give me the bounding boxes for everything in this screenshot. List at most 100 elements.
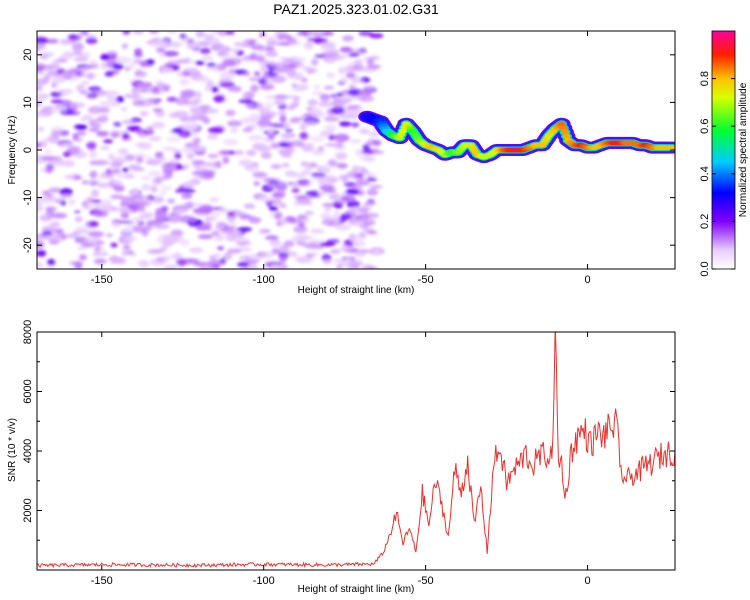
noise-speckle bbox=[162, 254, 173, 262]
noise-speckle bbox=[174, 152, 182, 160]
noise-speckle bbox=[317, 191, 327, 196]
noise-speckle bbox=[76, 102, 85, 108]
noise-speckle bbox=[64, 69, 75, 76]
noise-speckle bbox=[44, 39, 59, 44]
noise-speckle bbox=[320, 212, 331, 219]
noise-speckle bbox=[189, 247, 204, 253]
colorbar-gradient bbox=[711, 30, 736, 270]
noise-speckle bbox=[311, 58, 319, 66]
colorbar-tick-label: 0.6 bbox=[699, 119, 711, 134]
noise-speckle bbox=[57, 89, 74, 94]
noise-speckle bbox=[348, 195, 355, 202]
noise-speckle bbox=[200, 76, 210, 83]
noise-speckle bbox=[173, 208, 188, 213]
noise-speckle bbox=[148, 98, 156, 103]
noise-speckle bbox=[111, 156, 127, 161]
noise-speckle bbox=[355, 166, 367, 171]
noise-speckle bbox=[286, 68, 297, 77]
noise-speckle bbox=[74, 210, 81, 214]
noise-speckle bbox=[85, 92, 98, 99]
noise-speckle bbox=[82, 114, 94, 121]
noise-speckle bbox=[209, 216, 218, 221]
noise-speckle bbox=[339, 46, 353, 53]
noise-speckle bbox=[342, 89, 349, 96]
x-tick-label: -100 bbox=[253, 575, 275, 587]
ridge-blob bbox=[668, 145, 675, 150]
noise-speckle bbox=[289, 119, 301, 123]
noise-speckle bbox=[159, 185, 173, 191]
noise-speckle bbox=[359, 154, 375, 162]
noise-speckle bbox=[200, 105, 211, 110]
noise-speckle bbox=[242, 127, 253, 133]
noise-speckle bbox=[335, 199, 348, 204]
ridge-blob bbox=[557, 121, 566, 127]
noise-speckle bbox=[109, 256, 124, 264]
noise-speckle bbox=[300, 65, 312, 72]
noise-speckle bbox=[319, 242, 336, 247]
noise-speckle bbox=[252, 143, 267, 151]
noise-speckle bbox=[260, 251, 274, 259]
colorbar: 0.0 0.2 0.4 0.6 0.8 Normalized spectral ampl… bbox=[699, 30, 749, 277]
noise-speckle bbox=[341, 174, 349, 183]
noise-speckle bbox=[182, 163, 191, 169]
noise-speckle bbox=[362, 172, 378, 178]
noise-speckle bbox=[121, 227, 132, 234]
noise-speckle bbox=[283, 240, 295, 248]
noise-speckle bbox=[199, 264, 215, 269]
noise-speckle bbox=[324, 207, 332, 212]
noise-speckle bbox=[166, 137, 182, 142]
noise-speckle bbox=[87, 72, 94, 80]
noise-speckle bbox=[113, 121, 122, 127]
noise-speckle bbox=[59, 92, 69, 97]
noise-speckle bbox=[146, 126, 154, 134]
noise-speckle bbox=[220, 53, 232, 58]
noise-speckle bbox=[148, 171, 162, 176]
noise-speckle bbox=[227, 220, 237, 227]
noise-speckle bbox=[110, 168, 122, 174]
noise-speckle bbox=[330, 93, 337, 98]
noise-speckle bbox=[81, 201, 89, 206]
noise-speckle bbox=[207, 153, 218, 159]
noise-speckle bbox=[322, 203, 337, 207]
noise-speckle bbox=[109, 180, 123, 186]
noise-speckle bbox=[362, 56, 370, 61]
noise-speckle bbox=[155, 47, 166, 53]
noise-speckle bbox=[339, 213, 352, 221]
noise-speckle bbox=[37, 111, 43, 118]
noise-speckle bbox=[364, 201, 377, 206]
noise-speckle bbox=[115, 56, 131, 64]
noise-speckle bbox=[88, 179, 100, 186]
noise-speckle bbox=[273, 100, 286, 106]
noise-speckle bbox=[348, 52, 360, 57]
ridge-blob bbox=[399, 128, 407, 134]
noise-speckle bbox=[154, 212, 168, 220]
noise-speckle bbox=[210, 212, 221, 217]
noise-speckle bbox=[323, 116, 340, 122]
noise-speckle bbox=[192, 137, 201, 145]
noise-speckle bbox=[340, 244, 353, 253]
noise-speckle bbox=[66, 110, 81, 116]
noise-speckle bbox=[318, 100, 332, 108]
snr-x-axis-label: Height of straight line (km) bbox=[298, 584, 415, 595]
noise-speckle bbox=[362, 144, 370, 150]
noise-speckle bbox=[321, 253, 332, 262]
noise-speckle bbox=[148, 31, 160, 34]
noise-speckle bbox=[355, 179, 371, 186]
noise-speckle bbox=[257, 119, 272, 128]
noise-speckle bbox=[313, 84, 321, 90]
noise-speckle bbox=[233, 237, 250, 244]
colorbar-ticks: 0.0 0.2 0.4 0.6 0.8 bbox=[699, 71, 735, 277]
noise-speckle bbox=[266, 78, 273, 85]
noise-speckle bbox=[259, 229, 271, 234]
noise-speckle bbox=[266, 41, 279, 46]
noise-speckle bbox=[245, 259, 259, 264]
noise-speckle bbox=[223, 252, 233, 260]
noise-speckle bbox=[223, 138, 239, 146]
noise-speckle bbox=[266, 202, 273, 207]
noise-speckle bbox=[299, 235, 314, 240]
noise-speckle bbox=[286, 95, 300, 100]
noise-speckle bbox=[103, 90, 120, 95]
noise-speckle bbox=[121, 43, 128, 49]
noise-speckle bbox=[265, 95, 277, 100]
noise-speckle bbox=[250, 44, 265, 51]
